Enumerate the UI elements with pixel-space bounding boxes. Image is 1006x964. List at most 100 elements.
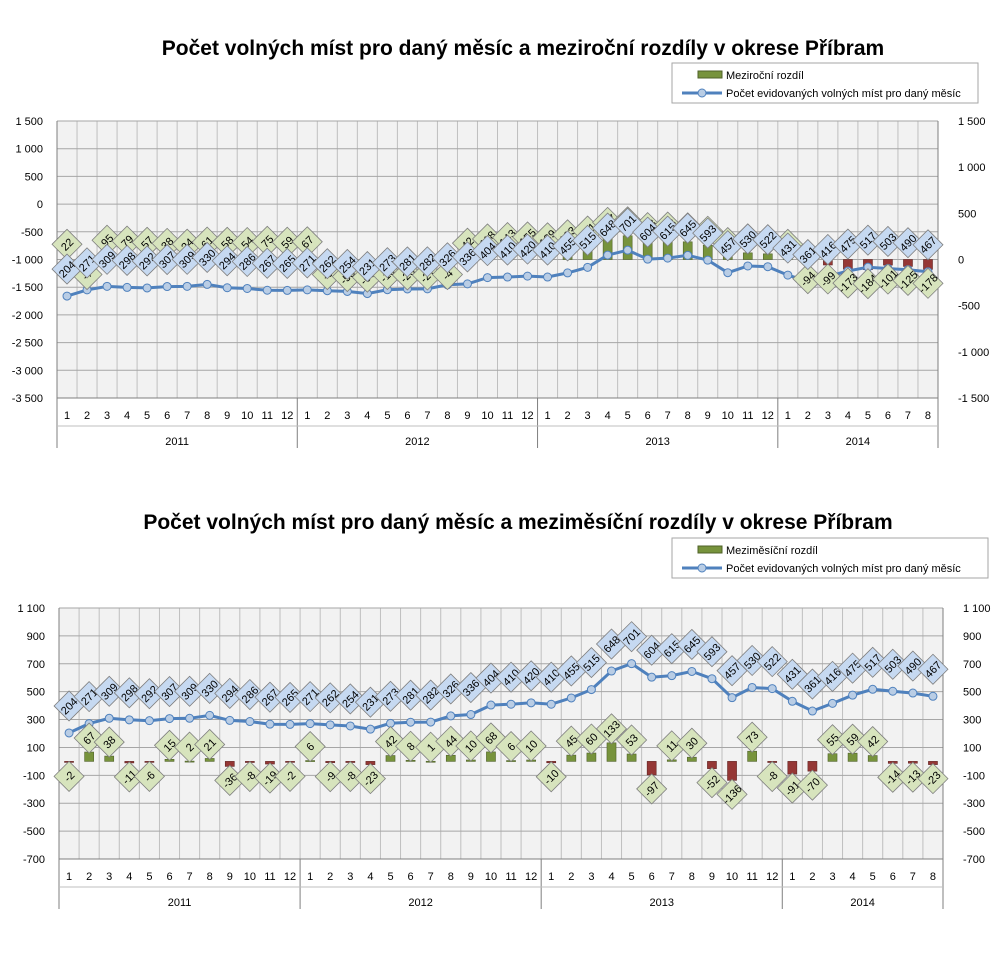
- line-data-label: 265: [271, 247, 303, 279]
- line-marker: [462, 279, 472, 289]
- line-data-label: 231: [351, 251, 383, 283]
- line-data-label: 530: [736, 644, 768, 677]
- line-marker: [767, 684, 777, 694]
- x-month-label: 6: [649, 871, 655, 883]
- line-marker: [643, 254, 653, 264]
- data-label-box: [696, 636, 728, 668]
- x-month-label: 12: [525, 871, 537, 883]
- x-year-label: 2013: [645, 436, 669, 448]
- line-marker: [723, 268, 733, 278]
- line-marker: [523, 271, 533, 281]
- x-month-label: 2: [805, 410, 811, 422]
- x-month-label: 7: [669, 871, 675, 883]
- line-marker: [683, 250, 693, 260]
- data-label-box: [756, 760, 788, 793]
- line-marker: [703, 255, 713, 265]
- bar-data-label: 73: [736, 721, 768, 753]
- x-month-label: 5: [387, 871, 393, 883]
- x-month-label: 3: [106, 871, 112, 883]
- x-month-label: 5: [865, 410, 871, 422]
- data-label-box: [877, 648, 909, 680]
- line-marker: [546, 699, 556, 709]
- data-label-box: [616, 621, 648, 653]
- x-month-label: 10: [485, 871, 497, 883]
- line-marker: [102, 281, 112, 291]
- left-axis-tick-label: -3 500: [12, 393, 43, 405]
- legend-box: [671, 537, 989, 579]
- left-axis-tick-label: -1 500: [12, 282, 43, 294]
- data-label-box: [872, 263, 904, 295]
- data-label-box: [93, 675, 125, 707]
- line-data-label: 467: [917, 653, 949, 685]
- x-month-label: 1: [785, 410, 791, 422]
- bar-data-label: -11: [113, 761, 145, 793]
- x-month-label: 9: [227, 871, 233, 883]
- x-year-label: 2014: [850, 897, 874, 909]
- data-label-box: [917, 763, 949, 795]
- line-marker: [262, 285, 272, 295]
- x-month-label: 2: [84, 410, 90, 422]
- line-marker: [747, 682, 757, 692]
- data-label-box: [535, 761, 567, 793]
- data-label-box: [872, 225, 904, 258]
- bar-data-label: 38: [93, 726, 125, 758]
- line-data-label: 467: [912, 229, 944, 261]
- line-marker: [64, 728, 74, 738]
- bar-data-label: -99: [812, 263, 844, 295]
- data-label-box: [511, 233, 544, 265]
- x-month-label: 7: [905, 410, 911, 422]
- data-label-box: [857, 725, 889, 758]
- line-marker: [663, 253, 673, 263]
- data-label-box: [311, 248, 343, 280]
- bar-data-label: 79: [111, 225, 143, 257]
- line-marker: [122, 282, 132, 292]
- right-axis-tick-label: 1 500: [958, 116, 986, 128]
- right-axis-tick-label: 500: [958, 208, 976, 220]
- data-label-box: [211, 245, 243, 277]
- x-month-label: 4: [364, 410, 370, 422]
- x-month-label: 6: [408, 871, 414, 883]
- bar-data-label: 58: [211, 226, 243, 258]
- x-month-label: 1: [307, 871, 313, 883]
- data-label-box: [294, 681, 326, 713]
- data-label-box: [676, 727, 708, 759]
- x-month-label: 2: [568, 871, 574, 883]
- line-marker: [526, 698, 536, 708]
- legend-bar-label: Meziměsíční rozdíl: [726, 545, 818, 557]
- line-marker: [265, 719, 275, 729]
- line-data-label: 490: [897, 650, 929, 682]
- bar-data-label: -36: [214, 764, 246, 796]
- data-label-box: [53, 760, 85, 792]
- line-data-label: 309: [91, 243, 123, 275]
- line-data-label: 309: [171, 243, 203, 275]
- right-axis-tick-label: 500: [963, 687, 981, 699]
- x-year-label: 2012: [405, 436, 429, 448]
- bar-data-label: 67: [291, 226, 323, 258]
- legend-box: [671, 62, 979, 104]
- data-label-box: [515, 660, 547, 692]
- line-marker: [162, 282, 172, 292]
- line-marker: [667, 671, 677, 681]
- line-marker: [62, 291, 72, 301]
- line-data-label: 615: [652, 215, 684, 247]
- line-marker: [828, 698, 837, 708]
- x-month-label: 4: [367, 871, 373, 883]
- line-marker: [763, 262, 773, 272]
- bar-data-label: 6: [294, 730, 326, 763]
- data-label-box: [191, 241, 223, 273]
- data-label-box: [334, 760, 366, 793]
- line-marker: [205, 710, 215, 720]
- line-marker: [566, 693, 576, 703]
- x-month-label: 11: [505, 871, 516, 883]
- line-data-label: 281: [391, 246, 423, 278]
- x-month-label: 7: [187, 871, 193, 883]
- x-month-label: 8: [925, 410, 931, 422]
- data-label-box: [395, 730, 427, 762]
- x-month-label: 2: [565, 410, 571, 422]
- line-marker: [466, 710, 476, 720]
- line-data-label: 593: [692, 217, 724, 249]
- x-month-label: 9: [464, 410, 470, 422]
- data-label-box: [354, 763, 386, 795]
- left-axis-tick-label: 1 500: [15, 116, 43, 128]
- left-axis-tick-label: -500: [23, 826, 45, 838]
